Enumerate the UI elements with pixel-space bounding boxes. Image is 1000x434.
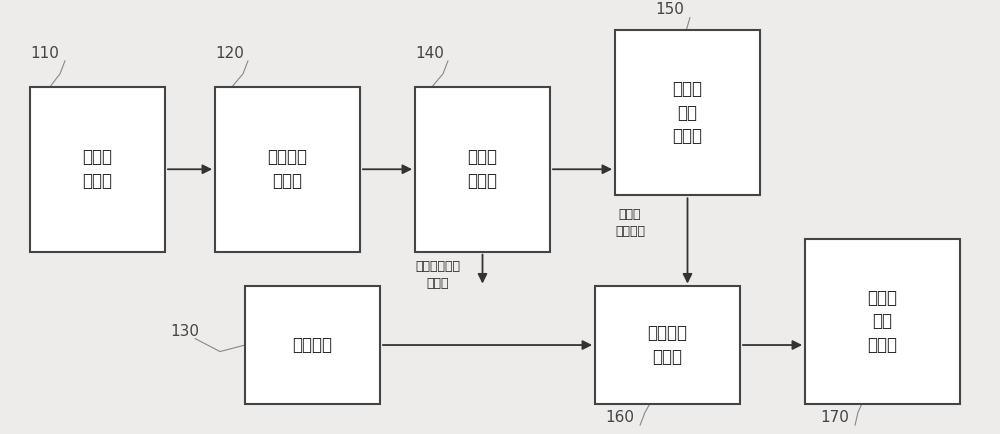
Text: 170: 170	[820, 410, 849, 425]
Text: 障碍物
移动
检测部: 障碍物 移动 检测部	[672, 80, 702, 145]
Text: 障碍物
避碰
控制部: 障碍物 避碰 控制部	[868, 289, 898, 354]
Bar	[595, 286, 740, 404]
Text: 障碍物
移动信号: 障碍物 移动信号	[615, 208, 645, 238]
Text: 摄像头
图像部: 摄像头 图像部	[82, 148, 112, 190]
Bar	[415, 87, 550, 252]
Text: 160: 160	[605, 410, 634, 425]
Text: 120: 120	[215, 46, 244, 61]
Text: 自动泊车
控制部: 自动泊车 控制部	[648, 324, 688, 366]
Bar	[30, 87, 165, 252]
Bar	[215, 87, 360, 252]
Text: 障碍物
探测部: 障碍物 探测部	[468, 148, 498, 190]
Text: 与障碍物之间
的距离: 与障碍物之间 的距离	[415, 260, 460, 290]
Bar	[245, 286, 380, 404]
Text: 130: 130	[170, 323, 199, 339]
Bar	[805, 239, 960, 404]
Text: 110: 110	[30, 46, 59, 61]
Bar	[615, 30, 760, 195]
Text: 传感器部: 传感器部	[292, 336, 332, 354]
Text: 140: 140	[415, 46, 444, 61]
Text: 150: 150	[655, 2, 684, 17]
Text: 图像信号
处理部: 图像信号 处理部	[268, 148, 308, 190]
